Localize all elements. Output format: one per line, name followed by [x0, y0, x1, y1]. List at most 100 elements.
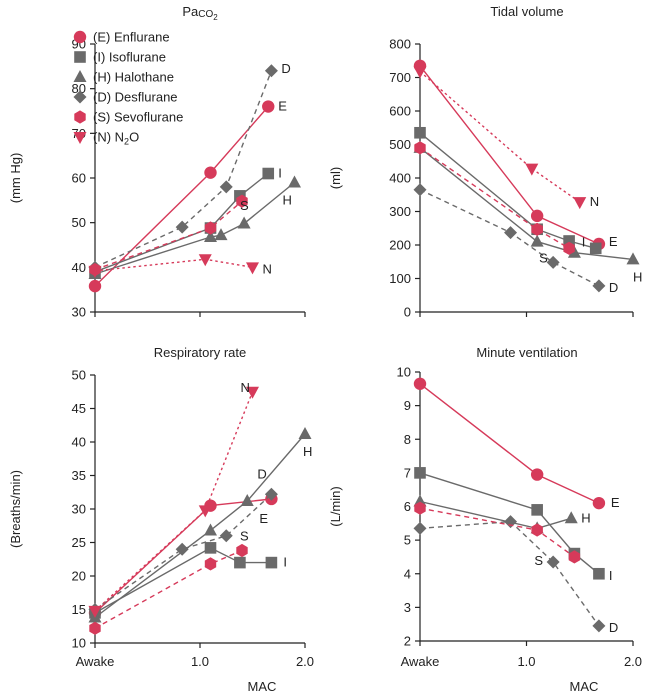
y-tick-label: 400 — [389, 171, 411, 186]
chart-title: Respiratory rate — [154, 345, 246, 360]
data-point-S — [563, 241, 575, 255]
y-tick-label: 10 — [397, 365, 411, 380]
data-point-S — [89, 621, 101, 635]
series-end-label: I — [278, 166, 282, 181]
y-axis-label: (L/min) — [328, 486, 343, 526]
series-line-I — [94, 547, 272, 614]
series-I: I — [89, 542, 287, 619]
series-D: D — [413, 183, 618, 295]
legend-label: (S) Sevoflurane — [93, 110, 183, 125]
data-point-I — [414, 467, 426, 479]
series-end-label: H — [581, 510, 590, 525]
legend-label: (I) Isoflurane — [93, 50, 166, 65]
y-tick-label: 200 — [389, 238, 411, 253]
data-point-H — [626, 252, 640, 265]
axes — [94, 375, 305, 644]
legend-entry: (E) Enflurane — [73, 30, 170, 45]
series-line-S — [94, 549, 243, 629]
series-S: S — [414, 501, 581, 568]
x-tick-label: 1.0 — [191, 654, 209, 669]
data-point-I — [593, 567, 605, 580]
series-end-label: I — [609, 568, 613, 583]
y-tick-label: 20 — [72, 569, 86, 584]
data-point-H — [240, 493, 254, 506]
y-tick-label: 800 — [389, 37, 411, 52]
data-point-S — [414, 141, 426, 155]
series-I: I — [89, 166, 282, 278]
series-D: D — [88, 466, 278, 616]
data-point-H — [564, 511, 578, 524]
data-point-E — [204, 166, 217, 179]
data-point-D — [592, 619, 606, 633]
data-point-I — [265, 556, 278, 569]
series-end-label: H — [633, 269, 642, 284]
y-tick-label: 45 — [72, 401, 86, 416]
legend-entry: (S) Sevoflurane — [74, 110, 183, 125]
data-point-E — [88, 279, 102, 293]
legend-entry: (D) Desflurane — [73, 90, 178, 105]
data-point-I — [531, 504, 543, 516]
data-point-H — [204, 523, 217, 536]
data-point-H — [214, 228, 228, 241]
y-tick-label: 700 — [389, 70, 411, 85]
series-end-label: H — [303, 444, 312, 459]
series-end-label: S — [534, 553, 543, 568]
y-tick-label: 40 — [72, 260, 86, 275]
y-tick-label: 60 — [72, 171, 86, 186]
data-point-D — [264, 64, 278, 78]
y-tick-label: 6 — [404, 499, 411, 514]
data-point-D — [175, 220, 189, 234]
y-tick-label: 80 — [72, 81, 86, 96]
x-tick-label: 2.0 — [624, 654, 642, 669]
y-tick-label: 50 — [72, 368, 86, 383]
y-tick-label: 50 — [72, 215, 86, 230]
y-tick-label: 9 — [404, 398, 411, 413]
data-point-D — [219, 180, 233, 194]
legend-entry: (H) Halothane — [73, 70, 174, 85]
chart-panel-4: Minute ventilation 2 3 4 5 6 7 8 9 10 Awake 1.0 2.0 (… — [328, 345, 642, 669]
chart-title: Tidal volume — [490, 4, 563, 19]
series-D: D — [413, 515, 618, 635]
data-point-H — [204, 229, 217, 242]
series-E: E — [413, 377, 620, 510]
data-point-S — [236, 194, 248, 208]
series-S: S — [89, 194, 249, 277]
y-tick-label: 4 — [404, 566, 411, 581]
data-point-I — [414, 126, 426, 139]
series-line-S — [419, 147, 570, 249]
y-tick-label: 5 — [404, 533, 411, 548]
legend-entry: (I) Isoflurane — [74, 50, 166, 65]
data-point-H — [413, 494, 427, 507]
series-end-label: E — [259, 511, 268, 526]
data-point-S — [414, 501, 426, 515]
data-point-I — [262, 167, 275, 180]
data-point-H — [288, 175, 301, 188]
x-tick-label: 1.0 — [517, 654, 535, 669]
legend-entry: (N) N2O — [73, 130, 139, 147]
y-tick-label: 500 — [389, 137, 411, 152]
series-end-label: D — [609, 620, 618, 635]
chart-panel-2: Tidal volume 0 100 200 300 400 500 600 700 800 (ml… — [328, 4, 642, 320]
data-point-S — [204, 557, 217, 571]
series-N: N — [413, 66, 599, 210]
y-tick-label: 10 — [72, 636, 86, 651]
x-tick-label: 2.0 — [296, 654, 314, 669]
y-tick-label: 30 — [72, 502, 86, 517]
data-point-N — [573, 197, 587, 210]
y-tick-label: 15 — [72, 602, 86, 617]
y-axis-label: (ml) — [328, 167, 343, 189]
y-tick-label: 35 — [72, 468, 86, 483]
series-line-H — [419, 147, 634, 261]
series-end-label: N — [590, 194, 599, 209]
series-line-S — [94, 200, 243, 271]
series-end-label: N — [241, 380, 250, 395]
data-point-S — [568, 550, 581, 564]
data-point-I — [563, 235, 575, 247]
data-point-N — [525, 163, 539, 176]
data-point-I — [234, 556, 246, 569]
data-point-E — [530, 209, 544, 223]
legend-marker — [73, 70, 87, 82]
series-line-D — [419, 520, 600, 627]
data-point-D — [592, 279, 606, 293]
